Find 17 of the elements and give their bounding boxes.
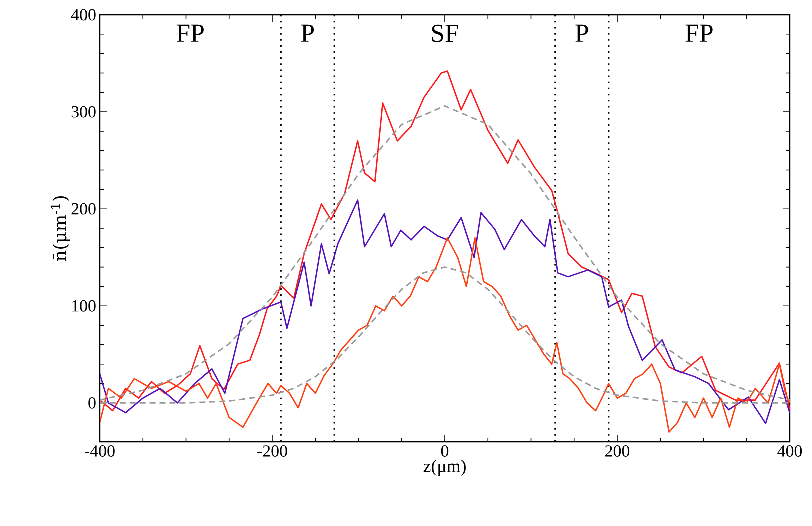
annotation: FP	[686, 24, 713, 42]
annotation: P	[576, 24, 588, 42]
annotation: P	[301, 24, 314, 42]
annotation: SF	[432, 24, 458, 42]
x-tick-label: -200	[258, 446, 288, 457]
y-tick-label: 400	[71, 9, 96, 21]
x-tick-label: -400	[85, 446, 115, 457]
x-tick-label: 200	[606, 446, 630, 457]
x-tick-label: 0	[441, 446, 449, 457]
y-tick-label: 300	[72, 106, 96, 118]
y-tick-label: 200	[72, 203, 96, 215]
y-tick-label: 0	[88, 397, 96, 409]
y-axis-title: n̄(μm$^{-1}$)	[50, 196, 70, 262]
x-axis-title: z(μm)	[424, 460, 466, 476]
annotation: FP	[176, 24, 204, 42]
y-tick-label: 100	[72, 300, 96, 312]
x-tick-label: 400	[778, 446, 802, 457]
